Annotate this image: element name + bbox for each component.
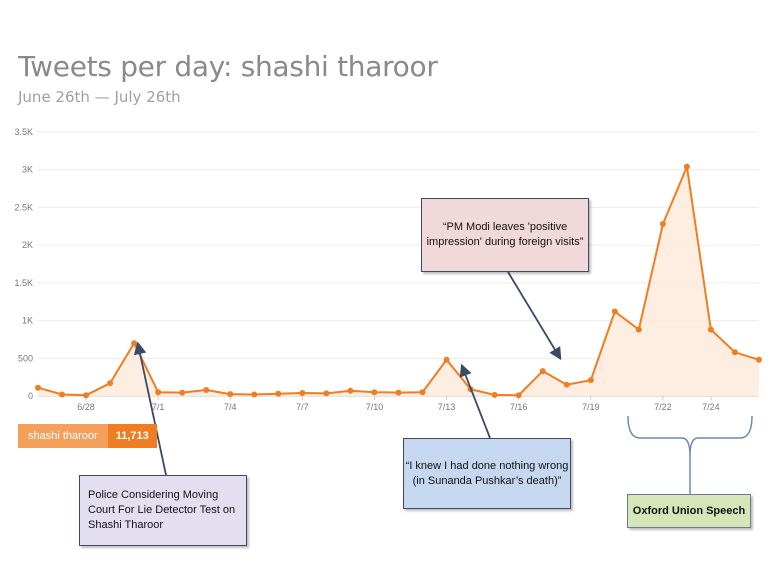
x-tick-label: 6/28: [77, 402, 95, 412]
x-tick-label: 7/16: [510, 402, 528, 412]
x-tick-label: 7/7: [296, 402, 309, 412]
data-point[interactable]: [323, 390, 330, 397]
data-point[interactable]: [203, 386, 210, 393]
arrow-police: [133, 341, 167, 476]
data-point[interactable]: [443, 356, 450, 363]
annotation-police: Police Considering Moving Court For Lie …: [79, 475, 247, 546]
chart-subtitle: June 26th — July 26th: [18, 88, 181, 106]
annotation-sunanda: “I knew I had done nothing wrong (in Sun…: [403, 438, 571, 509]
brace-oxford: [627, 415, 753, 457]
data-point[interactable]: [251, 391, 258, 398]
legend-series-name: shashi tharoor: [18, 424, 108, 448]
data-point[interactable]: [731, 349, 738, 356]
data-point[interactable]: [563, 381, 570, 388]
data-point[interactable]: [347, 387, 354, 394]
arrow-sunanda: [459, 363, 491, 439]
y-tick-label: 1.5K: [14, 278, 33, 288]
data-point[interactable]: [35, 384, 41, 391]
x-tick-label: 7/24: [702, 402, 720, 412]
y-tick-label: 500: [18, 353, 33, 363]
data-point[interactable]: [707, 326, 714, 333]
x-tick-label: 7/13: [438, 402, 456, 412]
x-tick-label: 7/19: [582, 402, 600, 412]
data-point[interactable]: [635, 326, 642, 333]
legend[interactable]: shashi tharoor 11,713: [18, 424, 157, 448]
x-tick-label: 7/10: [366, 402, 384, 412]
data-point[interactable]: [756, 356, 762, 363]
y-tick-label: 3K: [22, 165, 33, 175]
data-point[interactable]: [659, 221, 666, 228]
data-point[interactable]: [683, 163, 690, 170]
data-point[interactable]: [611, 308, 618, 315]
y-tick-label: 2.5K: [14, 202, 33, 212]
data-point[interactable]: [587, 377, 594, 384]
arrow-modi: [507, 271, 562, 361]
annotation-oxford: Oxford Union Speech: [627, 494, 751, 528]
legend-count: 11,713: [107, 424, 157, 448]
chart-title: Tweets per day: shashi tharoor: [18, 50, 438, 83]
series-area: [38, 166, 759, 396]
data-point[interactable]: [227, 391, 234, 398]
x-tick-label: 7/22: [654, 402, 672, 412]
x-tick-label: 7/4: [224, 402, 237, 412]
data-point[interactable]: [515, 392, 522, 399]
y-tick-label: 2K: [22, 240, 33, 250]
data-point[interactable]: [395, 389, 402, 396]
data-point[interactable]: [539, 368, 546, 375]
y-tick-label: 0: [28, 391, 33, 401]
data-point[interactable]: [371, 389, 378, 396]
y-tick-label: 3.5K: [14, 127, 33, 137]
x-tick-label: 7/1: [152, 402, 165, 412]
data-point[interactable]: [299, 389, 306, 396]
data-point[interactable]: [491, 391, 498, 398]
y-tick-label: 1K: [22, 316, 33, 326]
data-point[interactable]: [83, 392, 90, 399]
data-point[interactable]: [275, 390, 282, 397]
data-point[interactable]: [179, 389, 186, 396]
annotation-modi: “PM Modi leaves 'positive impression' du…: [421, 198, 589, 272]
data-point[interactable]: [107, 380, 114, 387]
data-point[interactable]: [131, 340, 138, 347]
data-point[interactable]: [155, 389, 162, 396]
data-point[interactable]: [59, 391, 66, 398]
data-point[interactable]: [419, 389, 426, 396]
